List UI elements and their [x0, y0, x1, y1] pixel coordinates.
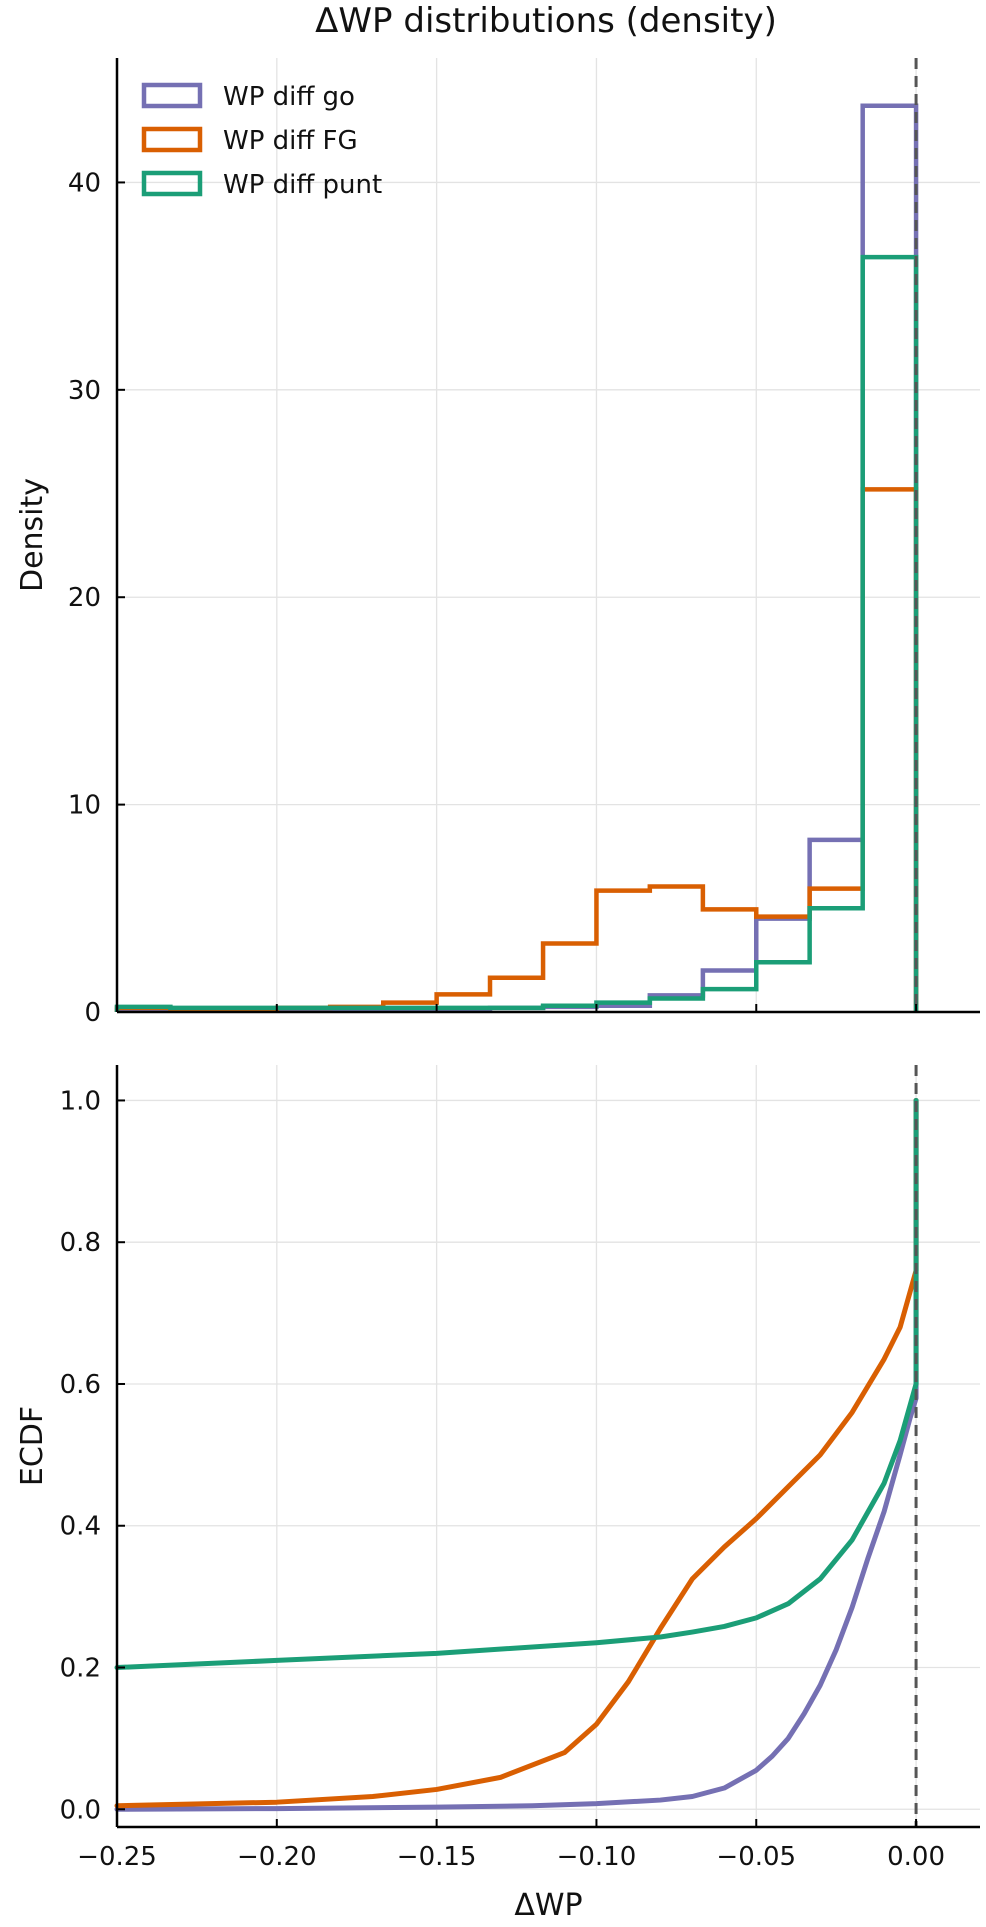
ecdf-line-go: [114, 1097, 919, 1812]
histogram-punt: [114, 254, 919, 1012]
y-tick-label: 0.0: [60, 1795, 101, 1825]
histogram-fg: [114, 487, 919, 1012]
density-series: [114, 103, 919, 1013]
legend-label: WP diff FG: [223, 126, 358, 156]
x-tick-label: −0.25: [77, 1842, 157, 1872]
ecdf-line-fg: [114, 1097, 919, 1809]
legend-swatch-punt: [141, 170, 203, 197]
ecdf-axes: 0.0 0.2 0.4 0.6 0.8 1.0 −0.25 −0.20 −0.15 −0.10 −0…: [15, 1065, 980, 1923]
y-tick-label: 30: [68, 376, 101, 406]
y-axis-label: ECDF: [15, 1406, 50, 1486]
y-tick-label: 40: [68, 168, 101, 198]
y-tick-label: 0.8: [60, 1228, 101, 1258]
x-tick-label: −0.15: [397, 1842, 477, 1872]
y-axis-label: Density: [15, 478, 50, 592]
y-tick-label: 0: [84, 998, 101, 1028]
y-tick-label: 0.2: [60, 1654, 101, 1684]
y-tick-label: 0.6: [60, 1370, 101, 1400]
density-axes: 0 10 20 30 40 Density: [15, 58, 980, 1028]
density-grid: [116, 58, 980, 1013]
ecdf-panel: 0.0 0.2 0.4 0.6 0.8 1.0 −0.25 −0.20 −0.15 −0.10 −0…: [15, 1065, 980, 1923]
x-axis-label: ΔWP: [514, 1888, 582, 1923]
y-tick-label: 1.0: [60, 1086, 101, 1116]
histogram-go: [114, 103, 919, 1013]
chart-title: ΔWP distributions (density): [315, 1, 777, 41]
y-tick-label: 0.4: [60, 1512, 101, 1542]
x-tick-label: −0.20: [237, 1842, 317, 1872]
y-tick-label: 10: [68, 791, 101, 821]
legend: WP diff go WP diff FG WP diff punt: [141, 82, 382, 200]
x-tick-label: 0.00: [887, 1842, 945, 1872]
legend-swatch-go: [141, 82, 203, 109]
x-tick-label: −0.10: [557, 1842, 637, 1872]
ecdf-series: [114, 1097, 919, 1812]
legend-label: WP diff go: [223, 82, 355, 112]
legend-label: WP diff punt: [223, 170, 382, 200]
ecdf-line-punt: [114, 1097, 919, 1671]
ecdf-grid: [116, 1065, 980, 1827]
x-tick-label: −0.05: [716, 1842, 796, 1872]
legend-swatch-fg: [141, 126, 203, 153]
y-tick-label: 20: [68, 583, 101, 613]
